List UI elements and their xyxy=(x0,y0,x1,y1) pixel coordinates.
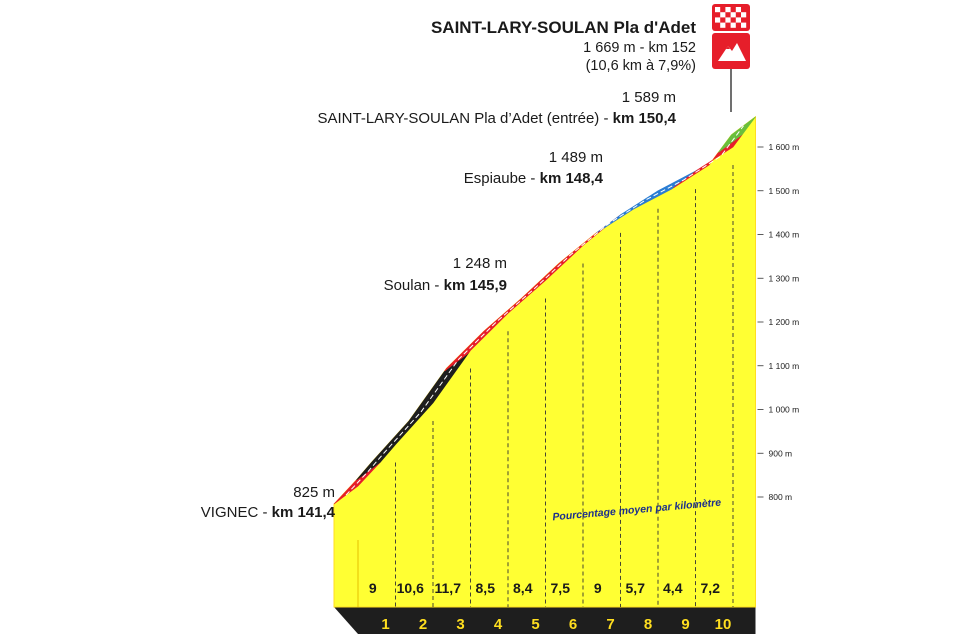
km-tick-label: 3 xyxy=(456,616,464,633)
km-tick-label: 7 xyxy=(606,616,614,633)
km-tick-label: 5 xyxy=(531,616,539,633)
km-tick-label: 4 xyxy=(494,616,503,633)
checkered-flag-icon xyxy=(712,4,750,31)
km-tick-label: 6 xyxy=(569,616,577,633)
km-gradient-value: 10,6 xyxy=(397,580,424,596)
point-altitude: 1 489 m xyxy=(549,149,603,166)
km-gradient-value: 7,2 xyxy=(701,580,721,596)
finish-line2: 1 669 m - km 152 xyxy=(583,40,696,56)
km-gradient-value: 4,4 xyxy=(663,580,683,596)
km-gradient-value: 11,7 xyxy=(435,580,462,596)
km-gradient-labels: 9 10,6 11,7 8,5 8,4 7,5 9 5,7 4,4 7,2 xyxy=(369,580,720,596)
y-tick-label: 1 000 m xyxy=(769,405,800,415)
point-altitude: 825 m xyxy=(293,484,335,501)
km-gradient-value: 5,7 xyxy=(626,580,646,596)
km-gradient-value: 9 xyxy=(594,580,602,596)
point-label: Soulan - km 145,9 xyxy=(384,277,507,294)
km-tick-label: 10 xyxy=(715,616,732,633)
point-altitude: 1 589 m xyxy=(622,89,676,106)
km-tick-labels: 1 2 3 4 5 6 7 8 9 10 xyxy=(381,616,731,633)
y-tick-label: 1 200 m xyxy=(769,317,800,327)
km-tick-label: 9 xyxy=(681,616,689,633)
km-gradient-value: 8,4 xyxy=(513,580,533,596)
km-tick-label: 1 xyxy=(381,616,389,633)
profile-fill xyxy=(333,115,756,608)
km-tick-label: 8 xyxy=(644,616,652,633)
y-tick-label: 1 600 m xyxy=(769,142,800,152)
y-tick-label: 1 300 m xyxy=(769,273,800,283)
point-label: VIGNEC - km 141,4 xyxy=(201,504,336,521)
km-gradient-value: 7,5 xyxy=(551,580,571,596)
y-axis-ticks: 800 m 900 m 1 000 m 1 100 m 1 200 m 1 300 m 1 … xyxy=(757,142,800,502)
point-label: SAINT-LARY-SOULAN Pla d’Adet (entrée) - … xyxy=(317,110,676,127)
km-gradient-value: 8,5 xyxy=(476,580,496,596)
mountain-summit-icon xyxy=(712,33,750,69)
km-gradient-value: 9 xyxy=(369,580,377,596)
km-gridlines xyxy=(395,165,734,607)
y-tick-label: 1 400 m xyxy=(769,230,800,240)
ribbon-centerline xyxy=(345,125,744,496)
profile-area xyxy=(333,115,756,608)
point-label: Espiaube - km 148,4 xyxy=(464,170,604,187)
finish-line3: (10,6 km à 7,9%) xyxy=(586,58,696,74)
y-tick-label: 900 m xyxy=(769,448,793,458)
y-tick-label: 800 m xyxy=(769,492,793,502)
finish-title: SAINT-LARY-SOULAN Pla d'Adet xyxy=(431,18,696,37)
base-strip xyxy=(334,607,756,634)
y-tick-label: 1 100 m xyxy=(769,361,800,371)
y-tick-label: 1 500 m xyxy=(769,186,800,196)
gradient-line xyxy=(333,116,756,505)
km-tick-label: 2 xyxy=(419,616,427,633)
point-altitude: 1 248 m xyxy=(453,255,507,272)
